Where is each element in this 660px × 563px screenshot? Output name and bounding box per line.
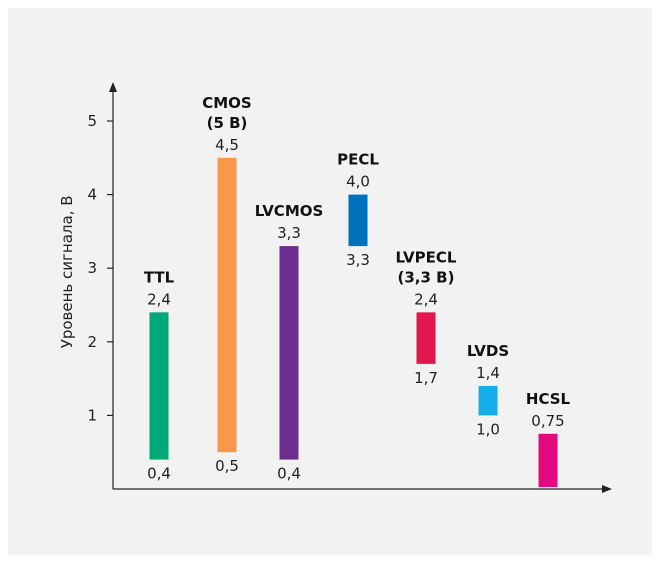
- bar-low-value-label: 3,3: [346, 251, 370, 269]
- bar-category-label: HCSL: [526, 390, 571, 408]
- bar-high-value-label: 1,4: [476, 364, 500, 382]
- bar-category-label: (3,3 В): [398, 268, 455, 286]
- y-tick-label: 3: [87, 259, 97, 277]
- y-tick-label: 5: [87, 112, 97, 130]
- bar-low-value-label: 0,4: [277, 465, 301, 483]
- bar-category-label: LVPECL: [396, 248, 457, 266]
- y-tick-label: 1: [87, 406, 97, 424]
- bar-high-value-label: 0,75: [531, 412, 564, 430]
- bar-high-value-label: 2,4: [414, 290, 438, 308]
- bar: [348, 194, 368, 247]
- bar-category-label: TTL: [144, 268, 175, 286]
- bar-low-value-label: 0,4: [147, 465, 171, 483]
- bar-high-value-label: 2,4: [147, 290, 171, 308]
- bar-high-value-label: 3,3: [277, 224, 301, 242]
- bar: [538, 433, 558, 487]
- bar-category-label: LVCMOS: [255, 202, 324, 220]
- bar-category-label: LVDS: [467, 342, 509, 360]
- bar: [478, 385, 498, 416]
- bar-low-value-label: 1,0: [476, 420, 500, 438]
- bar: [217, 157, 237, 453]
- bar-low-value-label: 0,5: [215, 457, 239, 475]
- y-axis-label: Уровень сигнала, В: [58, 195, 76, 348]
- bar: [279, 246, 299, 460]
- bar-category-label: (5 В): [207, 114, 248, 132]
- bar: [149, 312, 169, 460]
- bar-category-label: PECL: [337, 151, 379, 169]
- bar-low-value-label: 1,7: [414, 369, 438, 387]
- bar-high-value-label: 4,5: [215, 136, 239, 154]
- bar-high-value-label: 4,0: [346, 173, 370, 191]
- bar-category-label: CMOS: [202, 94, 252, 112]
- bar: [416, 312, 436, 364]
- y-tick-label: 4: [87, 186, 97, 204]
- y-axis-arrow: [109, 82, 117, 92]
- x-axis-arrow: [602, 485, 612, 493]
- y-tick-label: 2: [87, 333, 97, 351]
